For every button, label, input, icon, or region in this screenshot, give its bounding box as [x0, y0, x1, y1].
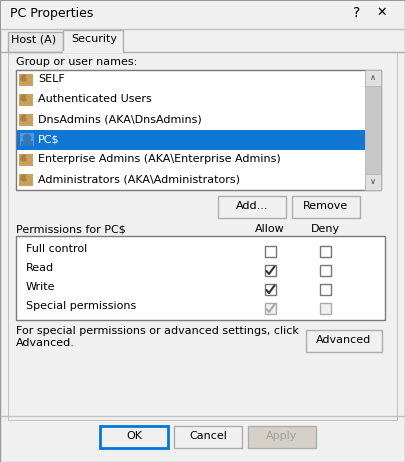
- Circle shape: [21, 95, 27, 101]
- Circle shape: [26, 95, 32, 99]
- Text: ∧: ∧: [370, 73, 376, 83]
- Bar: [320, 245, 330, 256]
- Circle shape: [21, 155, 27, 161]
- Circle shape: [23, 134, 30, 141]
- Bar: [248, 426, 316, 448]
- Text: ✕: ✕: [376, 6, 386, 19]
- Circle shape: [21, 175, 27, 181]
- Text: For special permissions or advanced settings, click
Advanced.: For special permissions or advanced sett…: [16, 326, 299, 347]
- Text: Add...: Add...: [236, 201, 268, 211]
- Bar: [365, 70, 381, 86]
- Bar: [292, 196, 360, 218]
- Text: Administrators (AKA\Administrators): Administrators (AKA\Administrators): [38, 174, 240, 184]
- Bar: [320, 284, 330, 294]
- Text: Write: Write: [26, 282, 55, 292]
- Bar: [20, 133, 34, 146]
- Text: Full control: Full control: [26, 244, 87, 254]
- Text: PC Properties: PC Properties: [10, 7, 94, 20]
- Text: Allow: Allow: [255, 224, 285, 234]
- Text: Security: Security: [71, 34, 117, 44]
- Text: Cancel: Cancel: [189, 431, 227, 441]
- Circle shape: [21, 75, 27, 81]
- Bar: [19, 154, 33, 166]
- Bar: [365, 174, 381, 190]
- Text: Apply: Apply: [266, 431, 298, 441]
- Bar: [264, 284, 275, 294]
- Bar: [174, 426, 242, 448]
- Bar: [63, 30, 123, 52]
- Bar: [8, 52, 397, 420]
- Bar: [17, 130, 365, 150]
- Text: Read: Read: [26, 263, 54, 273]
- Circle shape: [26, 115, 32, 120]
- Bar: [218, 196, 286, 218]
- Bar: [19, 114, 33, 126]
- Circle shape: [26, 74, 32, 79]
- Bar: [1, 1, 404, 29]
- Text: Advanced: Advanced: [316, 335, 372, 345]
- Text: ?: ?: [353, 6, 360, 20]
- Bar: [16, 236, 385, 320]
- Bar: [264, 303, 275, 314]
- Bar: [19, 174, 33, 186]
- Circle shape: [26, 154, 32, 159]
- Bar: [21, 141, 33, 146]
- Text: Host (A): Host (A): [11, 35, 56, 45]
- Text: DnsAdmins (AKA\DnsAdmins): DnsAdmins (AKA\DnsAdmins): [38, 114, 202, 124]
- Bar: [320, 303, 330, 314]
- Bar: [19, 74, 33, 86]
- Text: Remove: Remove: [303, 201, 349, 211]
- Text: Permissions for PC$: Permissions for PC$: [16, 224, 126, 234]
- Text: OK: OK: [126, 431, 142, 441]
- Bar: [264, 245, 275, 256]
- Bar: [8, 32, 63, 52]
- Text: Special permissions: Special permissions: [26, 301, 136, 311]
- Circle shape: [21, 115, 27, 121]
- Bar: [365, 70, 381, 190]
- Bar: [306, 330, 382, 352]
- Text: Deny: Deny: [311, 224, 339, 234]
- Text: PC$: PC$: [38, 134, 60, 144]
- Bar: [320, 265, 330, 275]
- Text: SELF: SELF: [38, 74, 65, 84]
- Bar: [100, 426, 168, 448]
- Bar: [16, 70, 381, 190]
- Text: Enterprise Admins (AKA\Enterprise Admins): Enterprise Admins (AKA\Enterprise Admins…: [38, 154, 281, 164]
- Text: ∨: ∨: [370, 177, 376, 187]
- Circle shape: [26, 175, 32, 180]
- Text: Authenticated Users: Authenticated Users: [38, 94, 152, 104]
- Bar: [264, 265, 275, 275]
- Text: Group or user names:: Group or user names:: [16, 57, 137, 67]
- Bar: [19, 94, 33, 106]
